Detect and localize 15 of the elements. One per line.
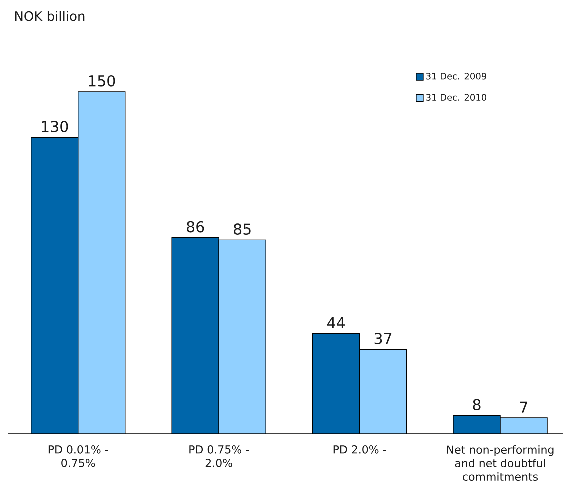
data-label: 8 — [473, 399, 481, 411]
x-tick-label: PD 0.01% - 0.75% — [48, 446, 108, 468]
data-label: 44 — [327, 318, 345, 328]
legend-label: 31 Dec. 2010 — [426, 94, 487, 101]
data-label: 86 — [187, 221, 204, 233]
x-tick-label: PD 2.0% - — [334, 446, 386, 454]
data-label: 130 — [42, 121, 68, 132]
x-tick-label: PD 0.75% - 2.0% — [190, 446, 250, 468]
data-label: 85 — [234, 224, 251, 235]
data-label: 150 — [89, 75, 116, 87]
x-tick-label: Net non-performing and net doubtful commitments — [447, 446, 554, 482]
chart-title: NOK billion — [15, 11, 85, 22]
legend-label: 31 Dec. 2009 — [426, 72, 486, 80]
data-label: 37 — [374, 333, 392, 344]
data-label: 7 — [520, 402, 528, 413]
